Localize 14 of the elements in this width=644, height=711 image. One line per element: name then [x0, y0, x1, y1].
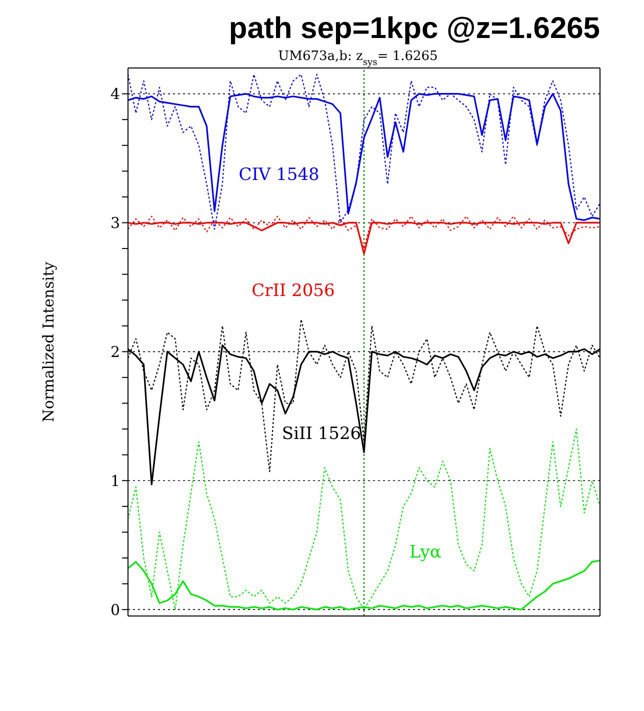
- y-tick-label: 1: [110, 472, 120, 490]
- y-axis-title: Normalized Intensity: [39, 261, 58, 422]
- chart-title: path sep=1kpc @z=1.6265: [228, 12, 601, 46]
- y-tick-label: 4: [110, 85, 120, 104]
- line-series: [128, 428, 600, 610]
- series-label: CIV 1548: [238, 164, 320, 185]
- series-label: SiII 1526: [282, 424, 362, 444]
- line-series: [128, 74, 600, 230]
- y-tick-label: 0: [110, 600, 120, 619]
- y-tick-label: 3: [110, 214, 120, 232]
- text: CrII 2056: [252, 280, 335, 301]
- chart-subtitle: UM673a,b: z$_{sys}$= 1.6265: [278, 49, 438, 68]
- y-tick-label: 2: [110, 342, 120, 361]
- text: Lyα: [409, 542, 442, 563]
